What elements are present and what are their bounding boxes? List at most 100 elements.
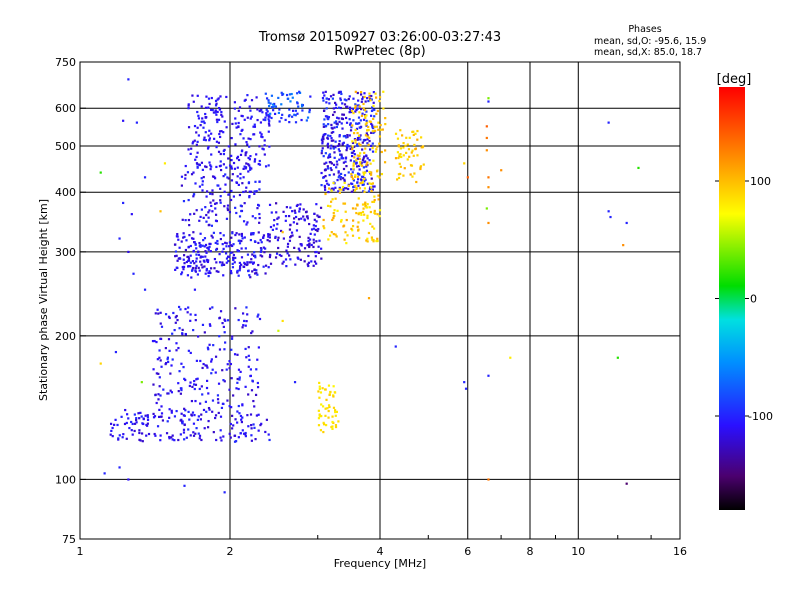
echo-point bbox=[295, 229, 299, 232]
echo-point bbox=[405, 151, 408, 155]
echo-point bbox=[220, 130, 223, 133]
echo-point bbox=[243, 261, 246, 264]
echo-point bbox=[223, 331, 226, 334]
echo-point bbox=[191, 142, 194, 145]
echo-point bbox=[236, 421, 239, 424]
echo-point bbox=[323, 118, 326, 121]
echo-point bbox=[114, 418, 117, 421]
echo-point bbox=[185, 260, 188, 264]
echo-point bbox=[314, 255, 317, 258]
echo-point bbox=[362, 183, 365, 186]
echo-point bbox=[332, 130, 335, 134]
echo-point bbox=[361, 210, 365, 214]
echo-point bbox=[399, 172, 402, 176]
echo-point bbox=[318, 396, 321, 399]
echo-point bbox=[221, 369, 224, 372]
echo-point bbox=[350, 227, 353, 230]
echo-point bbox=[341, 157, 345, 160]
echo-point bbox=[199, 402, 202, 405]
echo-point bbox=[251, 253, 254, 256]
echo-point bbox=[138, 417, 141, 420]
echo-point bbox=[209, 201, 212, 204]
echo-point bbox=[354, 207, 357, 210]
echo-point bbox=[237, 249, 241, 253]
echo-point bbox=[356, 143, 359, 146]
echo-point bbox=[103, 472, 106, 475]
echo-point bbox=[183, 423, 186, 427]
echo-point bbox=[221, 250, 224, 253]
echo-point bbox=[343, 103, 347, 106]
echo-point bbox=[179, 308, 182, 311]
echo-point bbox=[355, 211, 358, 215]
echo-point bbox=[323, 133, 326, 136]
echo-point bbox=[236, 157, 239, 160]
echo-point bbox=[199, 124, 202, 127]
echo-point bbox=[296, 92, 299, 95]
echo-point bbox=[275, 227, 278, 230]
echo-point bbox=[370, 122, 373, 126]
echo-point bbox=[371, 225, 374, 228]
echo-point bbox=[253, 133, 256, 136]
echo-point bbox=[268, 240, 271, 243]
echo-point bbox=[197, 266, 200, 270]
echo-point bbox=[193, 387, 196, 391]
echo-point bbox=[344, 157, 348, 160]
echo-point bbox=[237, 387, 240, 391]
echo-point bbox=[265, 97, 269, 100]
echo-point bbox=[226, 399, 229, 402]
echo-point bbox=[343, 181, 346, 184]
echo-point bbox=[372, 200, 376, 203]
echo-point bbox=[371, 150, 375, 153]
echo-point bbox=[166, 356, 169, 359]
echo-point bbox=[297, 247, 300, 250]
echo-point bbox=[354, 104, 357, 107]
echo-point bbox=[322, 155, 325, 158]
echo-point bbox=[221, 115, 224, 118]
echo-point bbox=[327, 154, 331, 157]
echo-point bbox=[118, 466, 121, 469]
echo-point bbox=[369, 162, 372, 165]
echo-point bbox=[225, 126, 228, 129]
echo-point bbox=[357, 104, 360, 107]
echo-point bbox=[281, 113, 284, 116]
echo-point bbox=[196, 163, 199, 166]
echo-point bbox=[358, 105, 361, 108]
echo-point bbox=[175, 314, 178, 318]
echo-point bbox=[247, 156, 250, 160]
echo-point bbox=[345, 121, 349, 124]
echo-point bbox=[167, 338, 171, 341]
echo-point bbox=[278, 108, 281, 111]
echo-point bbox=[221, 322, 224, 325]
echo-point bbox=[361, 183, 364, 186]
echo-point bbox=[268, 438, 271, 442]
echo-point bbox=[199, 244, 202, 247]
echo-point bbox=[260, 133, 263, 136]
echo-point bbox=[218, 348, 222, 351]
echo-point bbox=[357, 229, 360, 232]
echo-point bbox=[208, 408, 211, 411]
echo-point bbox=[110, 429, 113, 432]
echo-point bbox=[182, 268, 185, 271]
echo-point bbox=[202, 408, 206, 412]
echo-point bbox=[196, 151, 199, 154]
echo-point bbox=[366, 157, 369, 160]
echo-point bbox=[168, 316, 171, 320]
echo-point bbox=[131, 422, 134, 426]
echo-point bbox=[176, 232, 179, 236]
echo-point bbox=[371, 126, 374, 129]
echo-point bbox=[272, 109, 275, 112]
echo-point bbox=[254, 217, 257, 220]
echo-point bbox=[364, 116, 367, 119]
echo-point bbox=[342, 135, 345, 138]
echo-point bbox=[351, 234, 355, 237]
echo-point bbox=[202, 126, 205, 129]
echo-point bbox=[247, 170, 250, 173]
echo-point bbox=[157, 372, 160, 375]
echo-point bbox=[244, 431, 247, 435]
y-tick-label: 100 bbox=[55, 473, 76, 486]
echo-point bbox=[183, 262, 186, 265]
echo-point bbox=[171, 358, 174, 361]
echo-point bbox=[362, 173, 366, 176]
echo-point bbox=[200, 413, 203, 416]
